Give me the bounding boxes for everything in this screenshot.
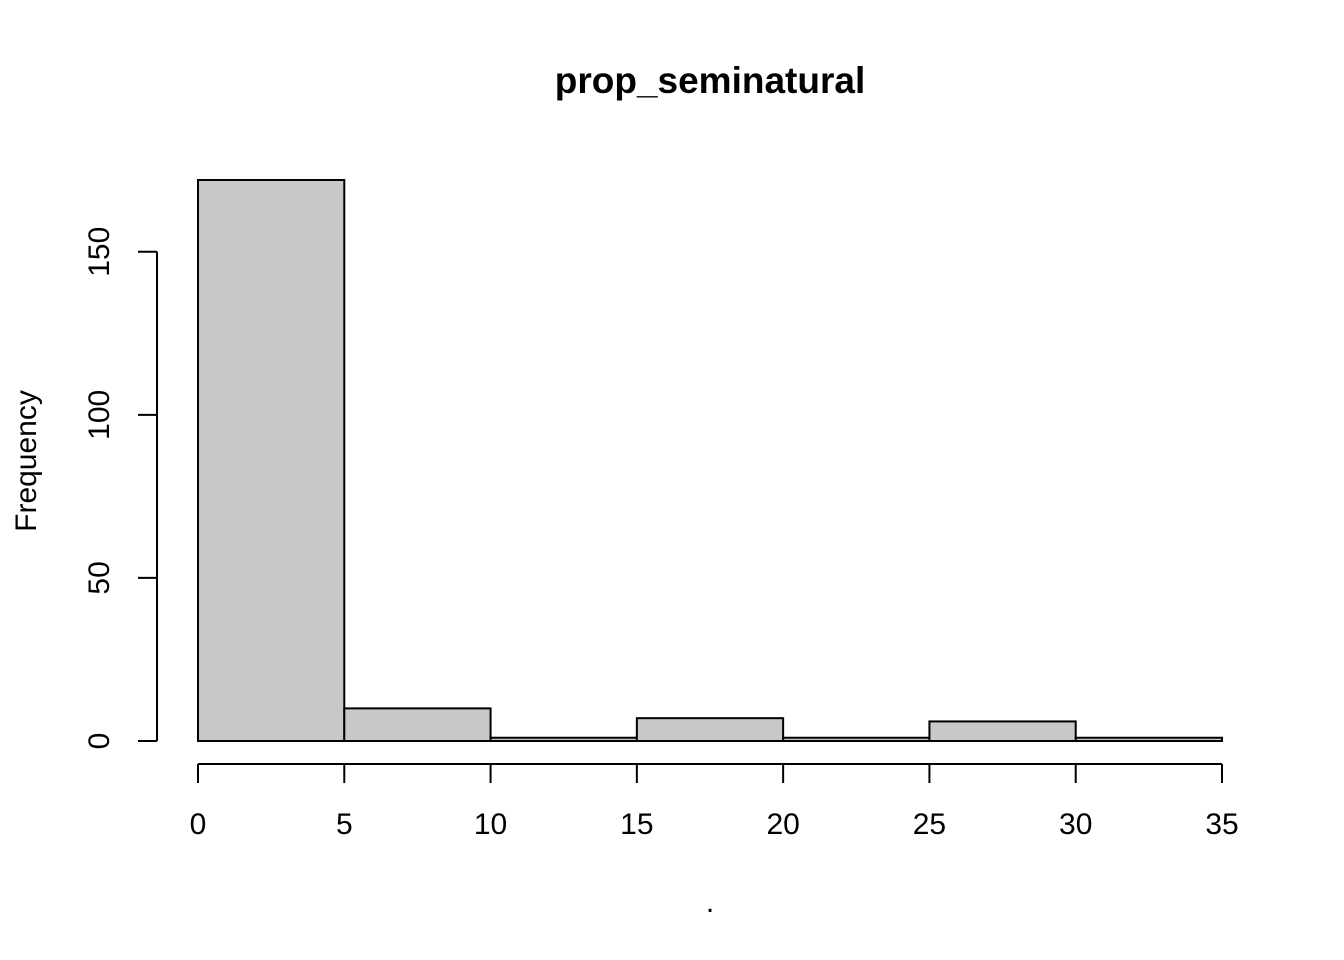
x-axis: 0 5 10 15 20 25 30 35	[190, 763, 1239, 841]
x-axis-label: .	[706, 886, 714, 919]
bar-0	[197, 179, 346, 742]
x-tick-label-3: 15	[620, 808, 653, 841]
bar-3	[635, 717, 785, 742]
x-tick-label-1: 5	[336, 808, 353, 841]
bar-1	[343, 707, 492, 743]
x-tick-label-4: 20	[766, 808, 799, 841]
x-tick-label-7: 35	[1205, 808, 1238, 841]
y-axis-label: Frequency	[10, 390, 43, 532]
x-tick-label-0: 0	[190, 808, 207, 841]
x-tick-label-6: 30	[1059, 808, 1092, 841]
bars-group	[197, 179, 1223, 743]
x-tick-label-2: 10	[474, 808, 507, 841]
y-tick-label-1: 50	[83, 561, 116, 594]
y-tick-label-3: 150	[83, 227, 116, 277]
y-axis: 0 50 100 150	[83, 227, 158, 750]
bar-2	[489, 736, 638, 742]
bar-6	[1074, 736, 1223, 742]
chart-title: prop_seminatural	[555, 60, 865, 101]
bar-5	[928, 720, 1077, 743]
x-tick-label-5: 25	[913, 808, 946, 841]
y-tick-label-0: 0	[83, 733, 116, 750]
y-tick-label-2: 100	[83, 390, 116, 440]
bar-4	[782, 736, 931, 742]
